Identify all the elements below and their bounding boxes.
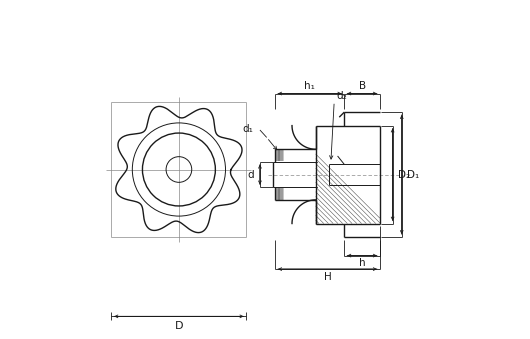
Text: d: d (247, 170, 254, 180)
Text: d₂: d₂ (336, 91, 347, 101)
Text: D₁: D₁ (407, 170, 419, 180)
Text: B: B (358, 81, 366, 91)
Text: D: D (175, 321, 183, 331)
Text: d₁: d₁ (242, 124, 253, 134)
Text: h: h (359, 258, 365, 268)
Text: D₂: D₂ (398, 170, 410, 180)
Text: H: H (324, 272, 331, 281)
Text: h₁: h₁ (304, 81, 315, 91)
